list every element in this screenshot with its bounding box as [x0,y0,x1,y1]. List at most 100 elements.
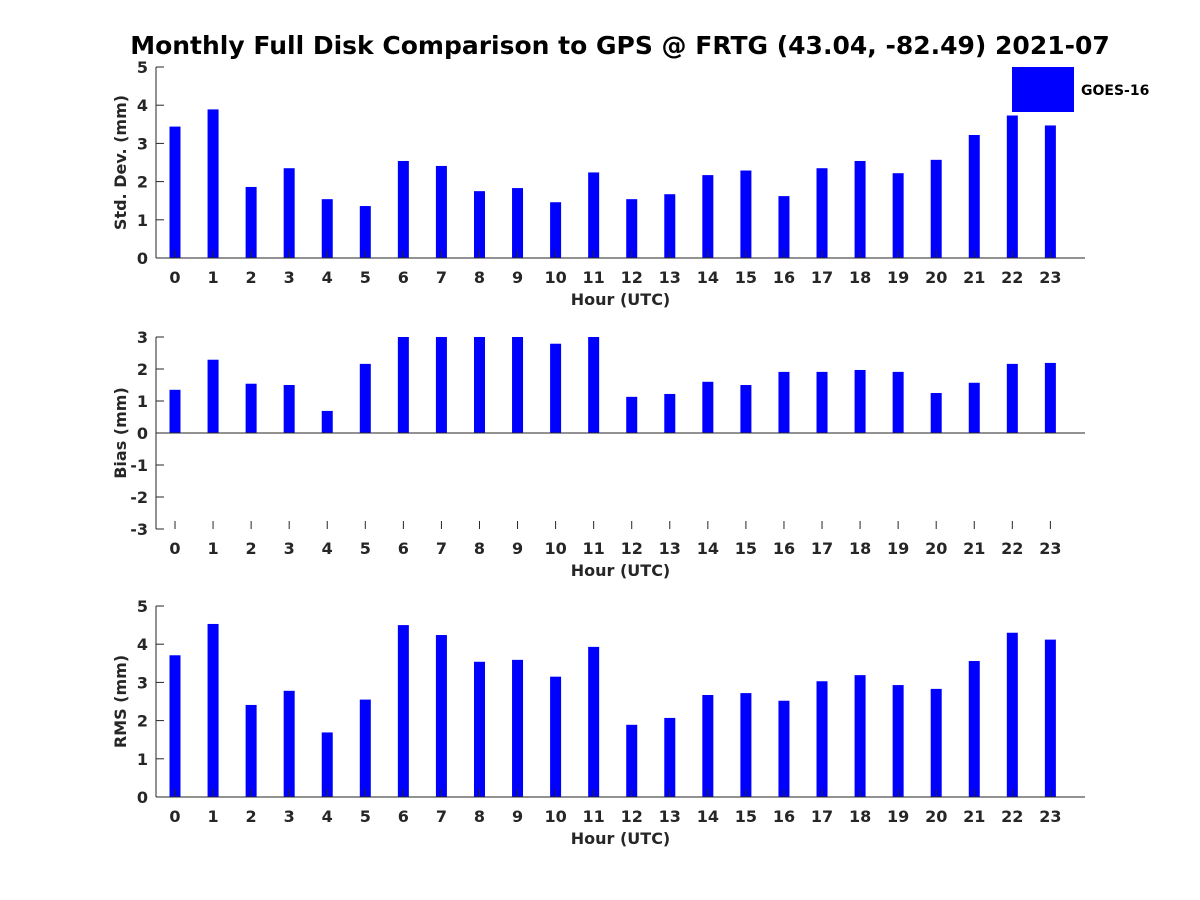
x-tick-label: 7 [436,539,447,558]
x-tick-label: 17 [811,807,833,826]
y-tick-label: 5 [137,58,148,77]
x-tick-label: 8 [474,807,485,826]
bar-hour-11 [588,172,600,258]
x-tick-label: 19 [887,268,909,287]
bar-hour-2 [245,186,257,258]
y-tick-label: -1 [130,456,148,475]
y-tick-label: 3 [137,134,148,153]
x-tick-label: 14 [697,807,719,826]
x-tick-label: 15 [735,807,757,826]
x-tick-label: 14 [697,539,719,558]
legend-swatch [1012,67,1074,112]
x-tick-label: 21 [963,539,985,558]
bar-hour-7 [435,337,447,433]
y-tick-label: 4 [137,96,148,115]
chart-title: Monthly Full Disk Comparison to GPS @ FR… [130,31,1110,60]
x-tick-label: 0 [169,268,180,287]
bar-hour-11 [588,646,600,797]
bar-hour-5 [359,699,371,797]
x-tick-label: 9 [512,539,523,558]
bar-hour-3 [283,385,295,433]
bar-hour-10 [550,676,562,797]
x-tick-label: 3 [284,268,295,287]
bar-hour-20 [930,159,942,258]
x-tick-label: 11 [583,268,605,287]
bar-hour-19 [892,173,904,258]
bar-hour-18 [854,160,866,258]
bar-hour-3 [283,690,295,797]
x-tick-label: 13 [659,268,681,287]
bar-hour-0 [169,126,181,258]
bar-hour-19 [892,371,904,433]
y-tick-label: -2 [130,488,148,507]
bar-hour-8 [473,661,485,797]
x-tick-label: 20 [925,268,947,287]
x-tick-label: 18 [849,807,871,826]
y-tick-label: 0 [137,788,148,807]
x-tick-label: 23 [1039,539,1061,558]
y-tick-label: 2 [137,712,148,731]
bar-hour-17 [816,681,828,797]
bar-hour-5 [359,206,371,258]
bar-hour-1 [207,359,219,433]
bar-hour-22 [1006,363,1018,433]
x-tick-label: 9 [512,268,523,287]
x-tick-label: 15 [735,268,757,287]
bar-hour-0 [169,389,181,433]
x-tick-label: 8 [474,539,485,558]
y-tick-label: 3 [137,673,148,692]
y-tick-label: 4 [137,635,148,654]
x-tick-label: 9 [512,807,523,826]
x-tick-label: 2 [246,539,257,558]
bar-hour-14 [702,381,714,433]
x-tick-label: 17 [811,268,833,287]
bar-hour-18 [854,369,866,433]
x-tick-label: 0 [169,807,180,826]
y-tick-label: 1 [137,392,148,411]
bar-hour-17 [816,371,828,433]
bar-hour-16 [778,196,790,258]
bar-hour-8 [473,191,485,258]
x-tick-label: 11 [583,539,605,558]
x-tick-label: 18 [849,268,871,287]
x-tick-label: 10 [544,539,566,558]
bar-hour-23 [1044,125,1056,258]
bar-hour-21 [968,661,980,797]
y-tick-label: 3 [137,328,148,347]
x-axis-label: Hour (UTC) [571,829,671,848]
bar-hour-9 [512,337,524,433]
bar-hour-18 [854,675,866,797]
y-tick-label: 0 [137,249,148,268]
bar-hour-1 [207,109,219,259]
x-tick-label: 6 [398,539,409,558]
bar-hour-15 [740,170,752,258]
bar-hour-6 [397,337,409,433]
legend-label: GOES-16 [1081,83,1149,99]
bar-hour-1 [207,623,219,797]
bar-hour-22 [1006,115,1018,258]
bar-hour-14 [702,695,714,797]
y-tick-label: 1 [137,211,148,230]
x-tick-label: 17 [811,539,833,558]
bar-hour-9 [512,659,524,797]
bar-hour-10 [550,202,562,258]
bar-hour-2 [245,704,257,797]
x-tick-label: 10 [544,268,566,287]
y-axis-label: RMS (mm) [111,655,130,748]
x-tick-label: 14 [697,268,719,287]
x-tick-label: 3 [284,807,295,826]
y-tick-label: 5 [137,597,148,616]
bar-hour-19 [892,685,904,797]
x-tick-label: 13 [659,807,681,826]
bar-hour-15 [740,385,752,433]
x-tick-label: 19 [887,539,909,558]
bar-hour-12 [626,396,638,433]
bar-hour-11 [588,337,600,433]
x-tick-label: 16 [773,539,795,558]
bar-hour-20 [930,393,942,433]
